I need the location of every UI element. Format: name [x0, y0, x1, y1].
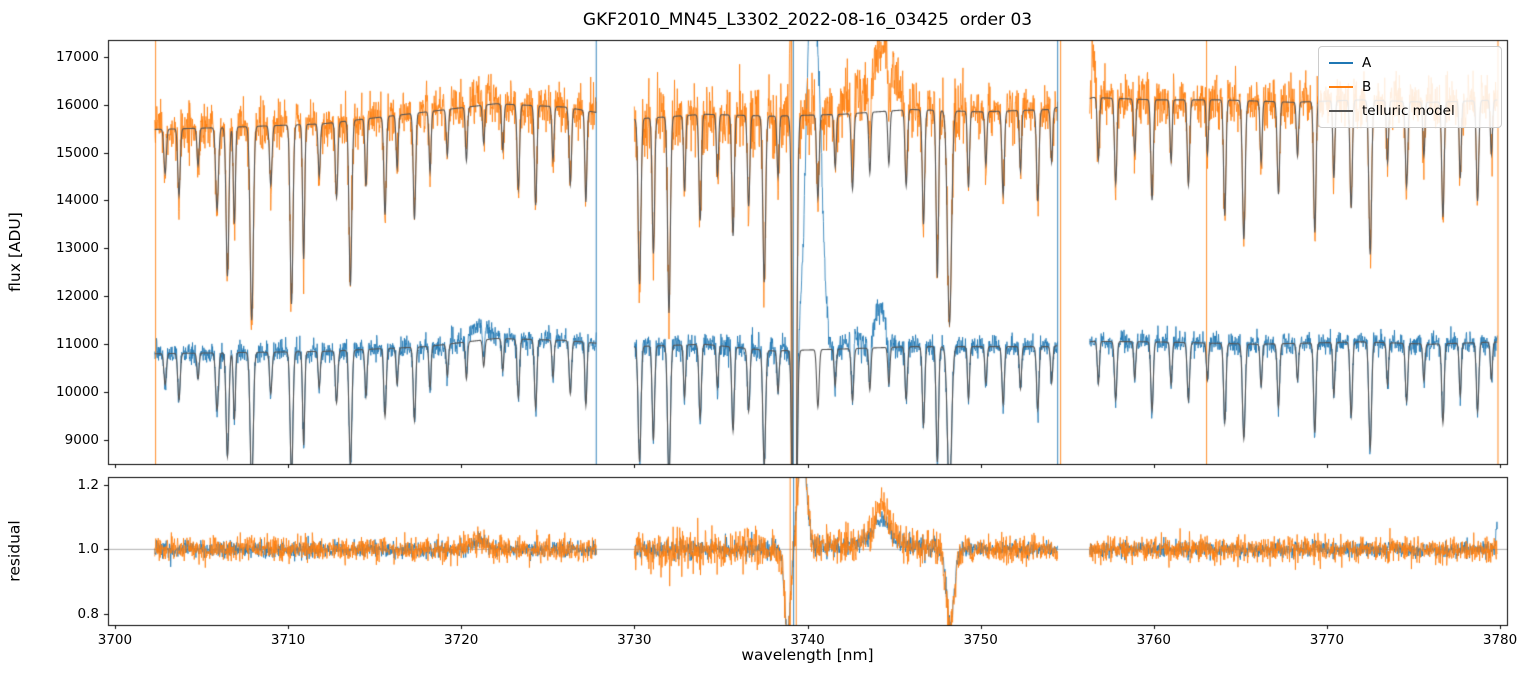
flux-y-tick-label: 12000	[56, 288, 99, 305]
legend-line-sample-a	[1329, 62, 1353, 64]
flux-y-tick-label: 9000	[64, 432, 99, 449]
legend: A B telluric model	[1318, 46, 1502, 128]
x-tick-label: 3740	[790, 632, 825, 648]
legend-item-telluric-model: telluric model	[1329, 103, 1491, 119]
flux-y-tick-label: 11000	[56, 336, 99, 353]
legend-line-sample-telluric-model	[1329, 110, 1353, 112]
legend-label-telluric-model: telluric model	[1362, 103, 1455, 119]
flux-y-tick-label: 10000	[56, 384, 99, 401]
residual-y-tick-label: 1.0	[77, 541, 99, 558]
x-tick-label: 3780	[1482, 632, 1518, 648]
flux-y-tick-label: 16000	[56, 96, 99, 113]
x-tick-label: 3700	[97, 632, 133, 648]
x-tick-label: 3770	[1309, 632, 1345, 648]
flux-y-tick-label: 15000	[56, 144, 99, 161]
residual-y-tick-label: 1.2	[77, 477, 99, 494]
x-tick-label: 3760	[1136, 632, 1171, 648]
legend-line-sample-b	[1329, 86, 1353, 88]
flux-y-tick-label: 17000	[56, 48, 99, 65]
legend-item-b: B	[1329, 79, 1491, 95]
flux-y-tick-label: 13000	[56, 240, 99, 257]
flux-y-tick-label: 14000	[56, 192, 99, 209]
figure-title: GKF2010_MN45_L3302_2022-08-16_03425 orde…	[582, 10, 1033, 30]
residual-y-tick-label: 0.8	[77, 605, 99, 622]
x-tick-label: 3750	[963, 632, 998, 648]
x-tick-label: 3710	[270, 632, 306, 648]
x-tick-label: 3730	[617, 632, 652, 648]
wavelength-axis-label: wavelength [nm]	[741, 646, 874, 664]
legend-item-a: A	[1329, 55, 1491, 71]
legend-label-a: A	[1362, 55, 1372, 71]
x-tick-label: 3720	[444, 632, 479, 648]
legend-label-b: B	[1362, 79, 1372, 95]
